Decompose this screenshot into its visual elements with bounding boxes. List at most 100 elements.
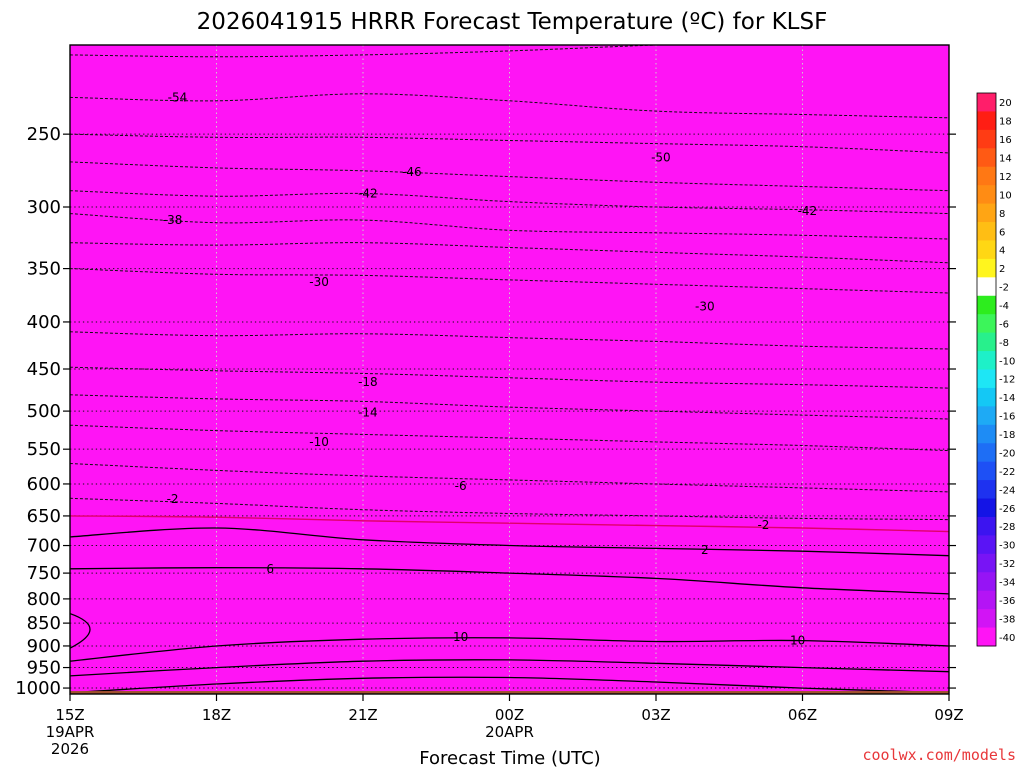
colorbar-label: -26 — [999, 504, 1015, 515]
colorbar-swatch — [977, 572, 996, 592]
contour-negative — [70, 213, 949, 240]
contour-negative — [70, 45, 672, 58]
colorbar-swatch — [977, 166, 996, 186]
x-tick-label: 00Z — [495, 706, 524, 724]
colorbar-label: 12 — [999, 172, 1012, 183]
y-tick-label: 650 — [27, 506, 61, 527]
contour-labels: -54 -50 -46 -42 -42 -38 -30 -30 -18 -14 -10 -6 -2 -2 2… — [163, 90, 817, 647]
contour-positive — [70, 527, 949, 557]
colorbar-label: -14 — [999, 393, 1015, 404]
contour-label: 2 — [701, 543, 709, 557]
contour-negative — [70, 133, 949, 154]
colorbar-label: -6 — [999, 319, 1009, 330]
contour-positive — [70, 676, 949, 694]
colorbar-swatch — [977, 332, 996, 352]
colorbar: 20 18 16 14 12 10 8 6 4 2 -2 -4 -6 -8 -10 -12 -14 -16 -18 -… — [976, 92, 1015, 647]
colorbar-frame — [976, 92, 997, 647]
contour-label: -42 — [358, 186, 378, 200]
y-tick-label: 400 — [27, 312, 61, 333]
colorbar-swatch — [977, 443, 996, 463]
colorbar-label: 20 — [999, 98, 1012, 109]
colorbar-swatch — [977, 406, 996, 426]
contour-negative — [70, 463, 949, 493]
x-tick-label: 03Z — [641, 706, 670, 724]
colorbar-label: -38 — [999, 614, 1015, 625]
contour-label: 10 — [790, 634, 805, 648]
colorbar-label: 10 — [999, 190, 1012, 201]
colorbar-swatch — [977, 498, 996, 518]
colorbar-swatch — [977, 295, 996, 315]
colorbar-label: 2 — [999, 264, 1005, 275]
colorbar-swatch — [977, 129, 996, 149]
colorbar-label: -8 — [999, 338, 1009, 349]
colorbar-label: -32 — [999, 559, 1015, 570]
contour-negative — [70, 497, 949, 521]
contour-label: -46 — [402, 165, 422, 179]
y-tick-label: 350 — [27, 259, 61, 280]
colorbar-swatch — [977, 553, 996, 573]
contour-negative — [70, 242, 949, 264]
contour-label: -14 — [358, 406, 378, 420]
y-tick-label: 450 — [27, 359, 61, 380]
colorbar-swatch — [977, 627, 996, 647]
colorbar-label: -40 — [999, 633, 1015, 644]
colorbar-swatch — [977, 222, 996, 241]
colorbar-swatch — [977, 351, 996, 370]
contour-label: 6 — [266, 562, 274, 576]
y-tick-label: 500 — [27, 401, 61, 422]
ground-surface — [70, 691, 949, 694]
contour-negative — [70, 190, 949, 215]
contour-label: -42 — [798, 204, 818, 218]
colorbar-swatch — [977, 516, 996, 536]
contour-negative — [70, 93, 949, 119]
colorbar-swatch — [977, 93, 996, 112]
contour-negative — [70, 366, 949, 389]
colorbar-label: 18 — [999, 117, 1012, 128]
contour-label: 10 — [453, 630, 468, 644]
x-tick-label: 09Z — [934, 706, 963, 724]
contour-negative — [70, 268, 949, 294]
colorbar-label: 4 — [999, 246, 1005, 257]
colorbar-label: -12 — [999, 375, 1015, 386]
colorbar-label: 16 — [999, 135, 1012, 146]
colorbar-swatch — [977, 185, 996, 205]
contour-label: -38 — [163, 213, 183, 227]
contour-label: -30 — [309, 275, 329, 289]
x-date-label: 20APR — [485, 723, 534, 741]
colorbar-label: 8 — [999, 209, 1005, 220]
colorbar-label: -24 — [999, 485, 1015, 496]
x-tick-label: 18Z — [202, 706, 231, 724]
contour-label: -18 — [358, 375, 378, 389]
colorbar-label: 6 — [999, 227, 1005, 238]
y-tick-label: 800 — [27, 589, 61, 610]
colorbar-swatch — [977, 461, 996, 481]
colorbar-swatch — [977, 111, 996, 131]
x-tick-label: 15Z — [55, 706, 84, 724]
contour-label: -10 — [309, 435, 329, 449]
colorbar-label: -34 — [999, 577, 1015, 588]
colorbar-swatch — [977, 314, 996, 334]
contour-positive — [70, 612, 91, 649]
contour-label: -54 — [168, 90, 188, 104]
colorbar-label: -4 — [999, 301, 1009, 312]
y-tick-label: 850 — [27, 613, 61, 634]
colorbar-swatch — [977, 258, 996, 278]
colorbar-swatch — [977, 535, 996, 555]
colorbar-label: -10 — [999, 356, 1015, 367]
colorbar-label: -22 — [999, 467, 1015, 478]
contour-positive — [70, 637, 949, 662]
colorbar-swatch — [977, 590, 996, 610]
contour-freezing — [70, 515, 949, 533]
contour-positive — [70, 567, 949, 595]
colorbar-swatch — [977, 480, 996, 500]
contour-label: -2 — [757, 518, 769, 532]
x-axis-label: Forecast Time (UTC) — [419, 748, 600, 768]
x-date-label: 2026 — [51, 740, 89, 758]
x-tick-label: 21Z — [348, 706, 377, 724]
colorbar-label: -2 — [999, 283, 1009, 294]
colorbar-swatch — [977, 609, 996, 629]
y-tick-label: 950 — [27, 658, 61, 679]
y-tick-label: 600 — [27, 474, 61, 495]
colorbar-swatch — [977, 277, 996, 297]
